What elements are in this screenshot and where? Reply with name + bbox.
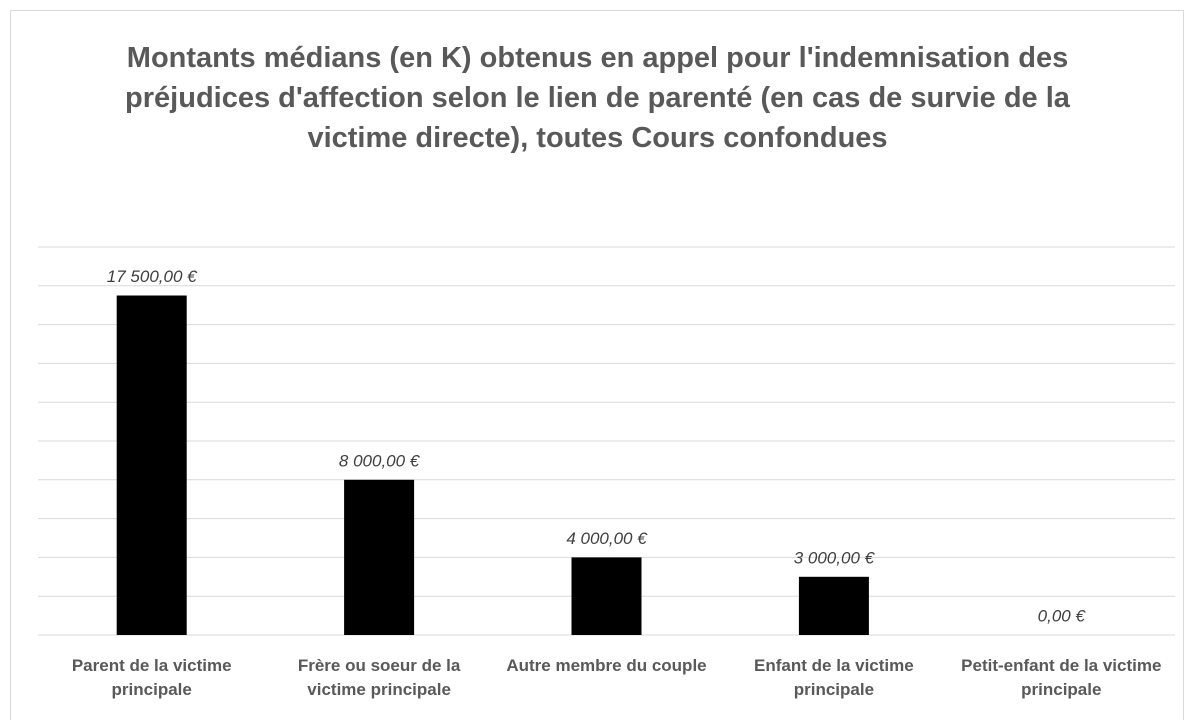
data-label: 8 000,00 €	[339, 451, 421, 470]
x-tick-label: Enfant de la victime principale	[754, 656, 914, 699]
chart-title: Montants médians (en K) obtenus en appel…	[125, 42, 1070, 154]
data-label: 4 000,00 €	[566, 529, 648, 548]
x-tick-label: Petit-enfant de la victime principale	[961, 656, 1162, 699]
bar	[116, 295, 187, 635]
x-tick-label: Frère ou soeur de la victime principale	[297, 656, 461, 699]
bar	[571, 557, 642, 635]
data-label: 3 000,00 €	[794, 548, 876, 567]
x-tick-label: Autre membre du couple	[506, 656, 707, 675]
x-tick-label: Parent de la victime principale	[71, 656, 232, 699]
data-label: 0,00 €	[1038, 606, 1087, 625]
bar	[344, 479, 415, 635]
data-label: 17 500,00 €	[107, 267, 198, 286]
bar	[798, 576, 869, 635]
chart-frame	[10, 10, 1184, 720]
